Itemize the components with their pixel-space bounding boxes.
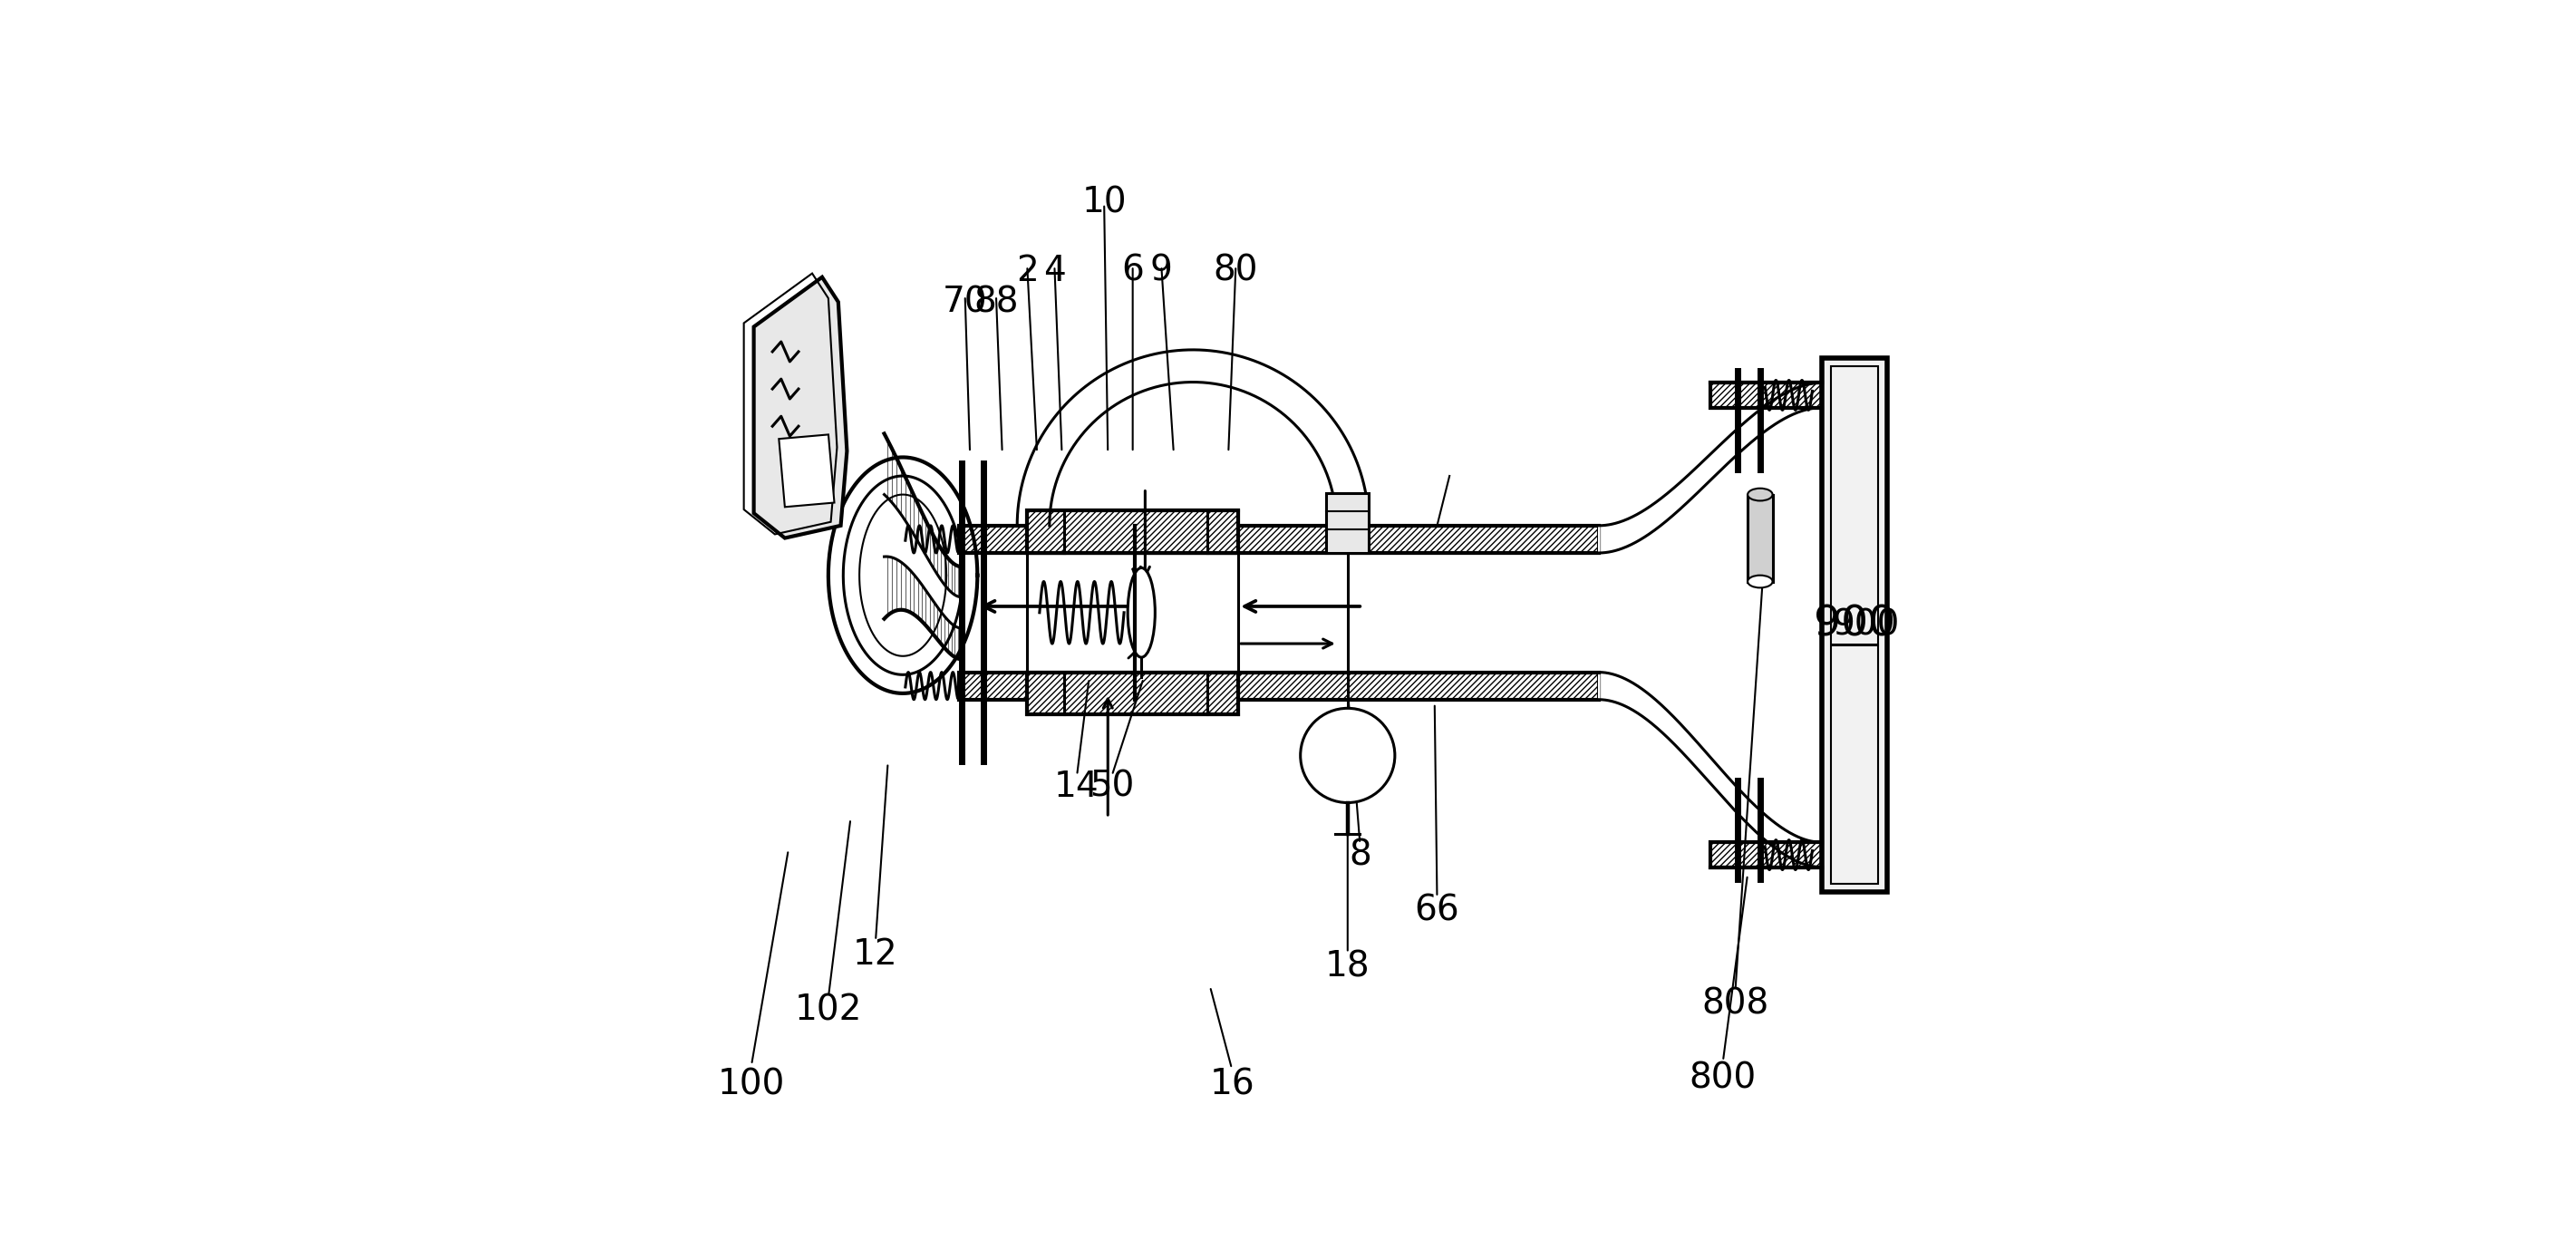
Text: 9: 9 bbox=[1149, 254, 1172, 289]
Text: 808: 808 bbox=[1703, 986, 1770, 1021]
Text: 900: 900 bbox=[1814, 605, 1896, 645]
Text: 12: 12 bbox=[853, 938, 899, 971]
Text: 102: 102 bbox=[793, 993, 863, 1028]
Bar bbox=[1821, 357, 1886, 892]
Text: 100: 100 bbox=[719, 1068, 786, 1102]
Text: 16: 16 bbox=[1211, 1068, 1255, 1102]
Text: 6: 6 bbox=[1121, 254, 1144, 289]
Bar bbox=[1747, 495, 1772, 581]
Text: 70: 70 bbox=[943, 285, 987, 319]
Bar bbox=[778, 435, 835, 508]
Text: 4: 4 bbox=[1043, 254, 1066, 289]
Text: 50: 50 bbox=[1090, 769, 1133, 804]
Text: 14: 14 bbox=[1054, 769, 1100, 804]
Bar bbox=[1028, 672, 1239, 715]
Text: 10: 10 bbox=[1082, 185, 1126, 220]
Bar bbox=[1710, 842, 1821, 867]
Text: 88: 88 bbox=[974, 285, 1018, 319]
Text: 900: 900 bbox=[1832, 608, 1899, 642]
Text: 80: 80 bbox=[1213, 254, 1257, 289]
Ellipse shape bbox=[1747, 575, 1772, 588]
Ellipse shape bbox=[1128, 568, 1154, 658]
Bar bbox=[1327, 494, 1368, 552]
Bar bbox=[958, 525, 1600, 552]
Bar bbox=[958, 672, 1600, 700]
Polygon shape bbox=[755, 277, 848, 538]
Ellipse shape bbox=[1747, 489, 1772, 501]
Text: 8: 8 bbox=[1350, 838, 1370, 872]
Text: 66: 66 bbox=[1414, 894, 1461, 928]
Ellipse shape bbox=[1301, 709, 1394, 802]
Bar bbox=[1710, 382, 1821, 408]
Bar bbox=[1028, 511, 1239, 552]
Bar bbox=[1832, 366, 1878, 884]
Text: 800: 800 bbox=[1690, 1061, 1757, 1096]
Text: 18: 18 bbox=[1324, 950, 1370, 984]
Text: 2: 2 bbox=[1015, 254, 1038, 289]
